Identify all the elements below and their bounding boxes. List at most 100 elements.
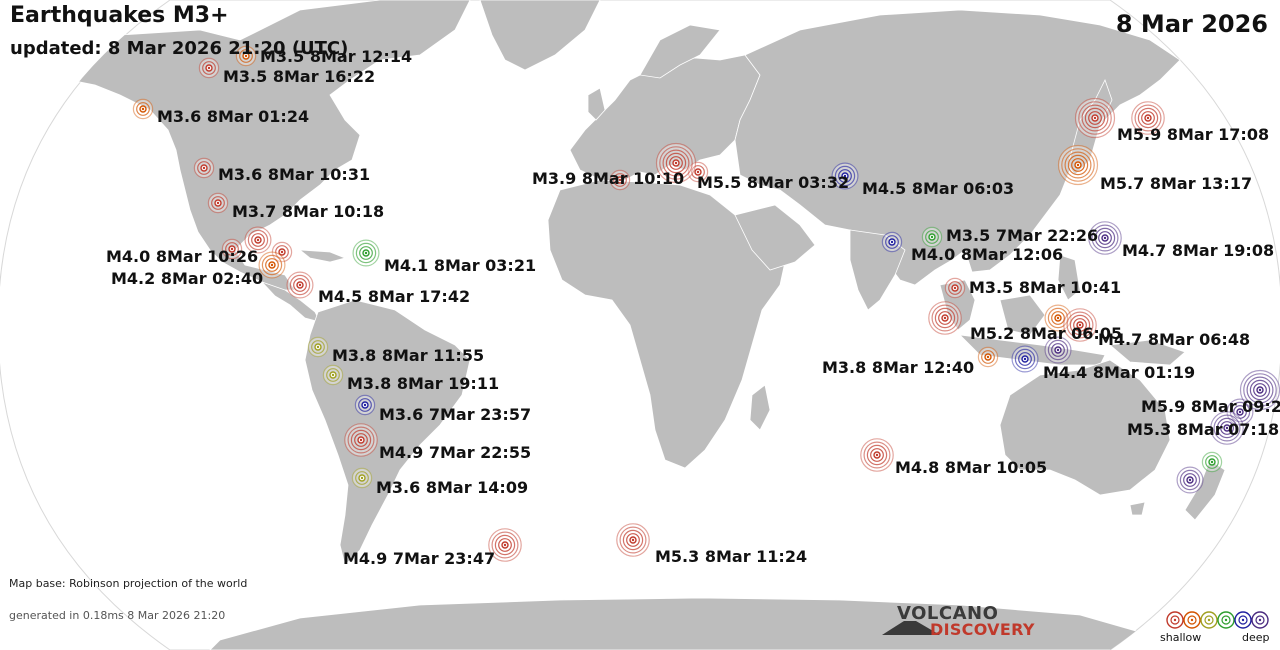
- quake-marker[interactable]: [1011, 345, 1039, 373]
- quake-label: M5.3 8Mar 11:24: [655, 547, 807, 566]
- quake-label: M4.0 8Mar 12:06: [911, 245, 1063, 264]
- quake-label: M4.7 8Mar 19:08: [1122, 241, 1274, 260]
- map-title: Earthquakes M3+: [10, 3, 229, 28]
- quake-label: M5.9 8Mar 09:23: [1141, 397, 1280, 416]
- quake-label: M4.5 8Mar 06:03: [862, 179, 1014, 198]
- quake-label: M3.6 7Mar 23:57: [379, 405, 531, 424]
- quake-marker[interactable]: [344, 423, 378, 457]
- quake-label: M3.7 8Mar 10:18: [232, 202, 384, 221]
- quake-marker[interactable]: [258, 251, 286, 279]
- quake-label: M3.9 8Mar 10:10: [532, 169, 684, 188]
- updated-timestamp: updated: 8 Mar 2026 21:20 (UTC): [10, 38, 349, 59]
- arabia: [734, 204, 816, 271]
- quake-marker[interactable]: [977, 346, 999, 368]
- legend-depth-ring: [1183, 611, 1201, 629]
- quake-label: M4.9 7Mar 23:47: [343, 549, 495, 568]
- quake-marker[interactable]: [307, 336, 329, 358]
- quake-label: M4.9 7Mar 22:55: [379, 443, 531, 462]
- indonesia: [958, 334, 1106, 366]
- quake-marker[interactable]: [352, 239, 380, 267]
- legend-depth-ring: [1200, 611, 1218, 629]
- scandinavia: [639, 24, 721, 79]
- quake-label: M4.4 8Mar 01:19: [1043, 363, 1195, 382]
- legend-shallow-label: shallow: [1160, 631, 1202, 644]
- philippines: [1057, 254, 1081, 301]
- quake-marker[interactable]: [132, 98, 154, 120]
- quake-label: M3.8 8Mar 12:40: [822, 358, 974, 377]
- legend-depth-ring: [1217, 611, 1235, 629]
- quake-marker[interactable]: [831, 162, 859, 190]
- quake-label: M4.2 8Mar 02:40: [111, 269, 263, 288]
- quake-marker-extra[interactable]: [1044, 304, 1072, 332]
- quake-marker[interactable]: [286, 271, 314, 299]
- map-date: 8 Mar 2026: [1115, 10, 1268, 38]
- south-america: [304, 299, 471, 566]
- japan: [1067, 78, 1113, 176]
- quake-marker[interactable]: [1057, 144, 1099, 186]
- quake-marker[interactable]: [354, 394, 376, 416]
- quake-marker[interactable]: [221, 238, 243, 260]
- quake-marker[interactable]: [193, 157, 215, 179]
- quake-marker[interactable]: [207, 192, 229, 214]
- uk: [587, 87, 606, 121]
- quake-marker[interactable]: [921, 226, 943, 248]
- borneo: [999, 294, 1046, 336]
- quake-marker[interactable]: [1088, 221, 1122, 255]
- quake-marker-extra[interactable]: [1226, 398, 1254, 426]
- tasmania: [1129, 501, 1146, 516]
- greenland: [479, 0, 601, 71]
- new-guinea: [1109, 339, 1186, 366]
- se-asia: [939, 279, 976, 331]
- quake-marker-extra[interactable]: [244, 226, 272, 254]
- quake-label: M4.5 8Mar 17:42: [318, 287, 470, 306]
- quake-marker[interactable]: [1239, 369, 1280, 411]
- quake-marker-extra[interactable]: [1131, 101, 1165, 135]
- quake-marker-extra[interactable]: [687, 161, 709, 183]
- quake-label: M4.0 8Mar 10:26: [106, 247, 258, 266]
- quake-marker-extra[interactable]: [1044, 336, 1072, 364]
- cuba: [298, 249, 347, 263]
- quake-marker-extra[interactable]: [1176, 466, 1204, 494]
- legend-depth-ring: [1234, 611, 1252, 629]
- quake-marker[interactable]: [616, 523, 650, 557]
- antarctica: [209, 597, 1161, 650]
- quake-label: M3.5 8Mar 16:22: [223, 67, 375, 86]
- quake-marker[interactable]: [488, 528, 522, 562]
- quake-marker[interactable]: [1074, 97, 1116, 139]
- quake-marker[interactable]: [655, 142, 697, 184]
- quake-marker[interactable]: [322, 364, 344, 386]
- volcano-logo-icon: [882, 621, 940, 635]
- quake-marker[interactable]: [928, 301, 962, 335]
- quake-label: M3.5 8Mar 12:14: [260, 47, 412, 66]
- quake-label: M5.3 8Mar 07:18: [1127, 420, 1279, 439]
- quake-marker[interactable]: [198, 57, 220, 79]
- brand-line-2: DISCOVERY: [930, 620, 1035, 639]
- quake-label: M3.6 8Mar 14:09: [376, 478, 528, 497]
- quake-marker[interactable]: [860, 438, 894, 472]
- quake-label: M5.7 8Mar 13:17: [1100, 174, 1252, 193]
- quake-marker[interactable]: [944, 277, 966, 299]
- quake-marker-extra[interactable]: [1201, 451, 1223, 473]
- africa: [547, 179, 786, 469]
- quake-label: M3.5 8Mar 10:41: [969, 278, 1121, 297]
- quake-label: M5.9 8Mar 17:08: [1117, 125, 1269, 144]
- map-base-note: Map base: Robinson projection of the wor…: [9, 577, 248, 590]
- quake-marker[interactable]: [1063, 308, 1097, 342]
- legend-depth-ring: [1251, 611, 1269, 629]
- depth-legend: shallow deep: [1158, 606, 1278, 650]
- land-masses: [39, 0, 1226, 650]
- quake-marker[interactable]: [351, 467, 373, 489]
- quake-marker[interactable]: [235, 45, 257, 67]
- legend-depth-ring: [1166, 611, 1184, 629]
- depth-legend-rings: [1166, 611, 1269, 629]
- asia: [734, 9, 1181, 286]
- quake-marker[interactable]: [609, 169, 631, 191]
- brand-line-1: VOLCANO: [897, 603, 999, 624]
- quake-marker[interactable]: [1210, 411, 1244, 445]
- quake-label: M3.6 8Mar 10:31: [218, 165, 370, 184]
- quake-marker[interactable]: [881, 231, 903, 253]
